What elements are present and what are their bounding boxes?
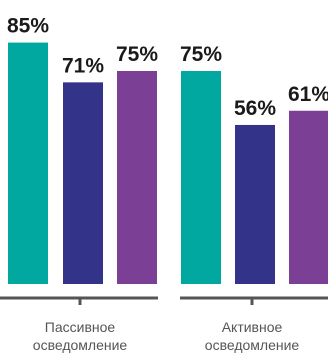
bar-g2-s2 bbox=[235, 124, 275, 285]
value-label-g2-s2: 56% bbox=[234, 97, 276, 120]
category-label-1: Пассивное осведомление bbox=[33, 319, 128, 353]
value-label-g2-s3: 61% bbox=[288, 83, 328, 106]
value-label-g2-s1: 75% bbox=[180, 43, 222, 66]
value-label-g1-s3: 75% bbox=[116, 43, 158, 66]
bar-g1-s2 bbox=[63, 82, 103, 284]
value-label-g1-s1: 85% bbox=[7, 15, 49, 38]
category-label-2: Активное осведомление bbox=[205, 319, 300, 353]
bar-g2-s3 bbox=[289, 110, 328, 284]
bar-g1-s1 bbox=[8, 42, 48, 284]
bar-g2-s1 bbox=[181, 71, 221, 284]
bar-g1-s3 bbox=[117, 71, 157, 284]
value-label-g1-s2: 71% bbox=[62, 54, 104, 77]
